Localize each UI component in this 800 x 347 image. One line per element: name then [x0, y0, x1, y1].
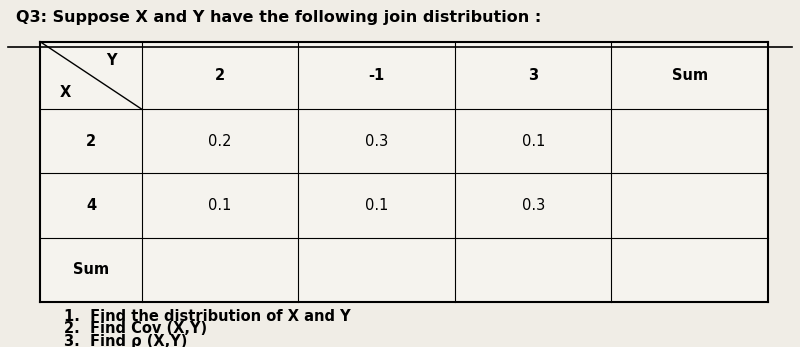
- Text: 0.1: 0.1: [365, 198, 388, 213]
- Text: 2: 2: [86, 134, 96, 149]
- Text: 0.2: 0.2: [209, 134, 232, 149]
- Text: 0.3: 0.3: [522, 198, 545, 213]
- Text: X: X: [60, 85, 71, 100]
- Text: 2: 2: [215, 68, 226, 83]
- Text: 0.3: 0.3: [365, 134, 388, 149]
- Text: 3.  Find ρ (X,Y): 3. Find ρ (X,Y): [64, 334, 187, 347]
- Text: Q3: Suppose X and Y have the following join distribution :: Q3: Suppose X and Y have the following j…: [16, 10, 542, 25]
- Bar: [40, 42, 768, 302]
- Text: Sum: Sum: [73, 262, 109, 277]
- Text: Y: Y: [106, 53, 117, 68]
- Text: Sum: Sum: [672, 68, 708, 83]
- Text: 1.  Find the distribution of X and Y: 1. Find the distribution of X and Y: [64, 309, 350, 324]
- Text: 0.1: 0.1: [522, 134, 545, 149]
- Text: 3: 3: [528, 68, 538, 83]
- Text: 2.  Find Cov (X,Y): 2. Find Cov (X,Y): [64, 321, 207, 336]
- Text: -1: -1: [369, 68, 385, 83]
- Text: 0.1: 0.1: [209, 198, 232, 213]
- Text: 4: 4: [86, 198, 96, 213]
